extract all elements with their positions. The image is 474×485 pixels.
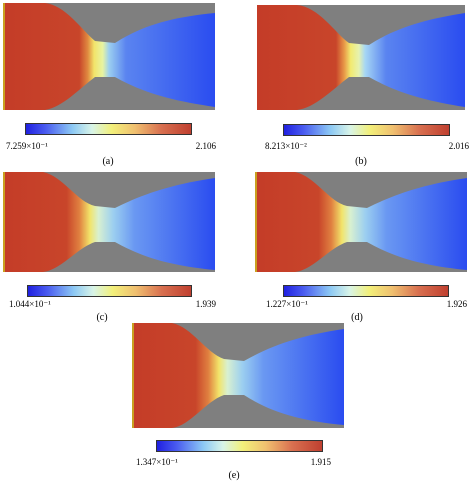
panel-b: 8.213×10⁻² 2.016 (b) [237, 0, 474, 170]
colorbar-max-label-b: 2.016 [448, 141, 469, 151]
colorbar-max-label-c: 1.939 [195, 299, 216, 309]
colorbar-max-label-a: 2.106 [195, 141, 216, 151]
caption-a: (a) [102, 156, 114, 167]
panel-c: 1.044×10⁻¹ 1.939 (c) [0, 170, 237, 330]
caption-e: (e) [228, 470, 240, 481]
nozzle-contour-plot-e [132, 323, 344, 428]
caption-c: (c) [96, 312, 108, 323]
colorbar-e [156, 440, 323, 452]
colorbar-d [283, 285, 449, 297]
caption-b: (b) [355, 156, 367, 167]
panel-e: 1.347×10⁻¹ 1.915 (e) [120, 320, 354, 485]
panel-a: 7.259×10⁻¹ 2.106 (a) [0, 0, 237, 170]
nozzle-contour-plot-a [3, 3, 215, 110]
nozzle-contour-plot-b [257, 5, 465, 110]
colorbar-min-label-d: 1.227×10⁻¹ [266, 299, 308, 309]
colorbar-max-label-d: 1.926 [446, 299, 467, 309]
colorbar-min-label-c: 1.044×10⁻¹ [9, 299, 51, 309]
nozzle-contour-plot-d [255, 172, 467, 272]
colorbar-min-label-b: 8.213×10⁻² [265, 141, 307, 151]
panel-d: 1.227×10⁻¹ 1.926 (d) [237, 170, 474, 330]
nozzle-contour-plot-c [3, 172, 215, 272]
caption-d: (d) [351, 312, 363, 323]
colorbar-a [25, 123, 192, 135]
colorbar-c [27, 285, 192, 297]
colorbar-min-label-a: 7.259×10⁻¹ [6, 141, 48, 151]
colorbar-min-label-e: 1.347×10⁻¹ [136, 457, 178, 467]
colorbar-b [283, 124, 450, 136]
colorbar-max-label-e: 1.915 [310, 457, 331, 467]
